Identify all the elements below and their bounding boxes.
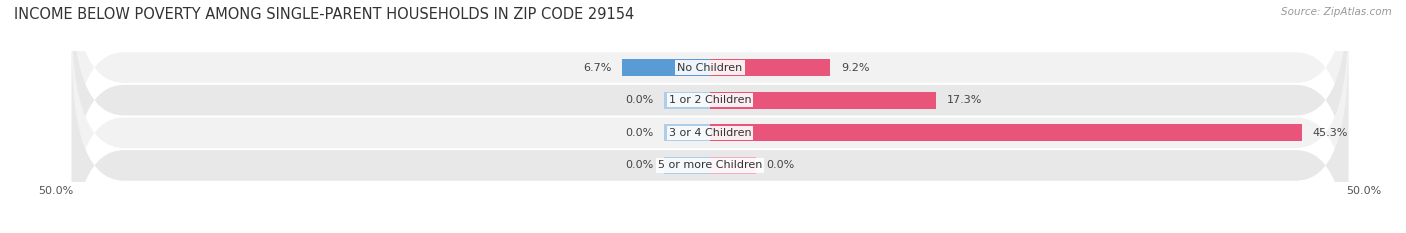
Text: 9.2%: 9.2%: [841, 63, 869, 72]
Bar: [623, 59, 710, 76]
Bar: [710, 59, 831, 76]
Bar: [710, 157, 756, 174]
Text: INCOME BELOW POVERTY AMONG SINGLE-PARENT HOUSEHOLDS IN ZIP CODE 29154: INCOME BELOW POVERTY AMONG SINGLE-PARENT…: [14, 7, 634, 22]
Text: 5 or more Children: 5 or more Children: [658, 161, 762, 170]
Text: 45.3%: 45.3%: [1313, 128, 1348, 138]
Text: 6.7%: 6.7%: [583, 63, 612, 72]
Bar: [664, 124, 710, 141]
Text: 0.0%: 0.0%: [626, 95, 654, 105]
Bar: [710, 124, 1302, 141]
Text: No Children: No Children: [678, 63, 742, 72]
FancyBboxPatch shape: [72, 18, 1348, 233]
FancyBboxPatch shape: [72, 50, 1348, 233]
FancyBboxPatch shape: [72, 0, 1348, 183]
Bar: [664, 92, 710, 109]
Text: 1 or 2 Children: 1 or 2 Children: [669, 95, 751, 105]
Text: 0.0%: 0.0%: [626, 128, 654, 138]
Bar: [710, 92, 936, 109]
Text: 17.3%: 17.3%: [946, 95, 981, 105]
Bar: [664, 157, 710, 174]
FancyBboxPatch shape: [72, 0, 1348, 215]
Text: Source: ZipAtlas.com: Source: ZipAtlas.com: [1281, 7, 1392, 17]
Text: 0.0%: 0.0%: [766, 161, 794, 170]
Text: 3 or 4 Children: 3 or 4 Children: [669, 128, 751, 138]
Text: 0.0%: 0.0%: [626, 161, 654, 170]
